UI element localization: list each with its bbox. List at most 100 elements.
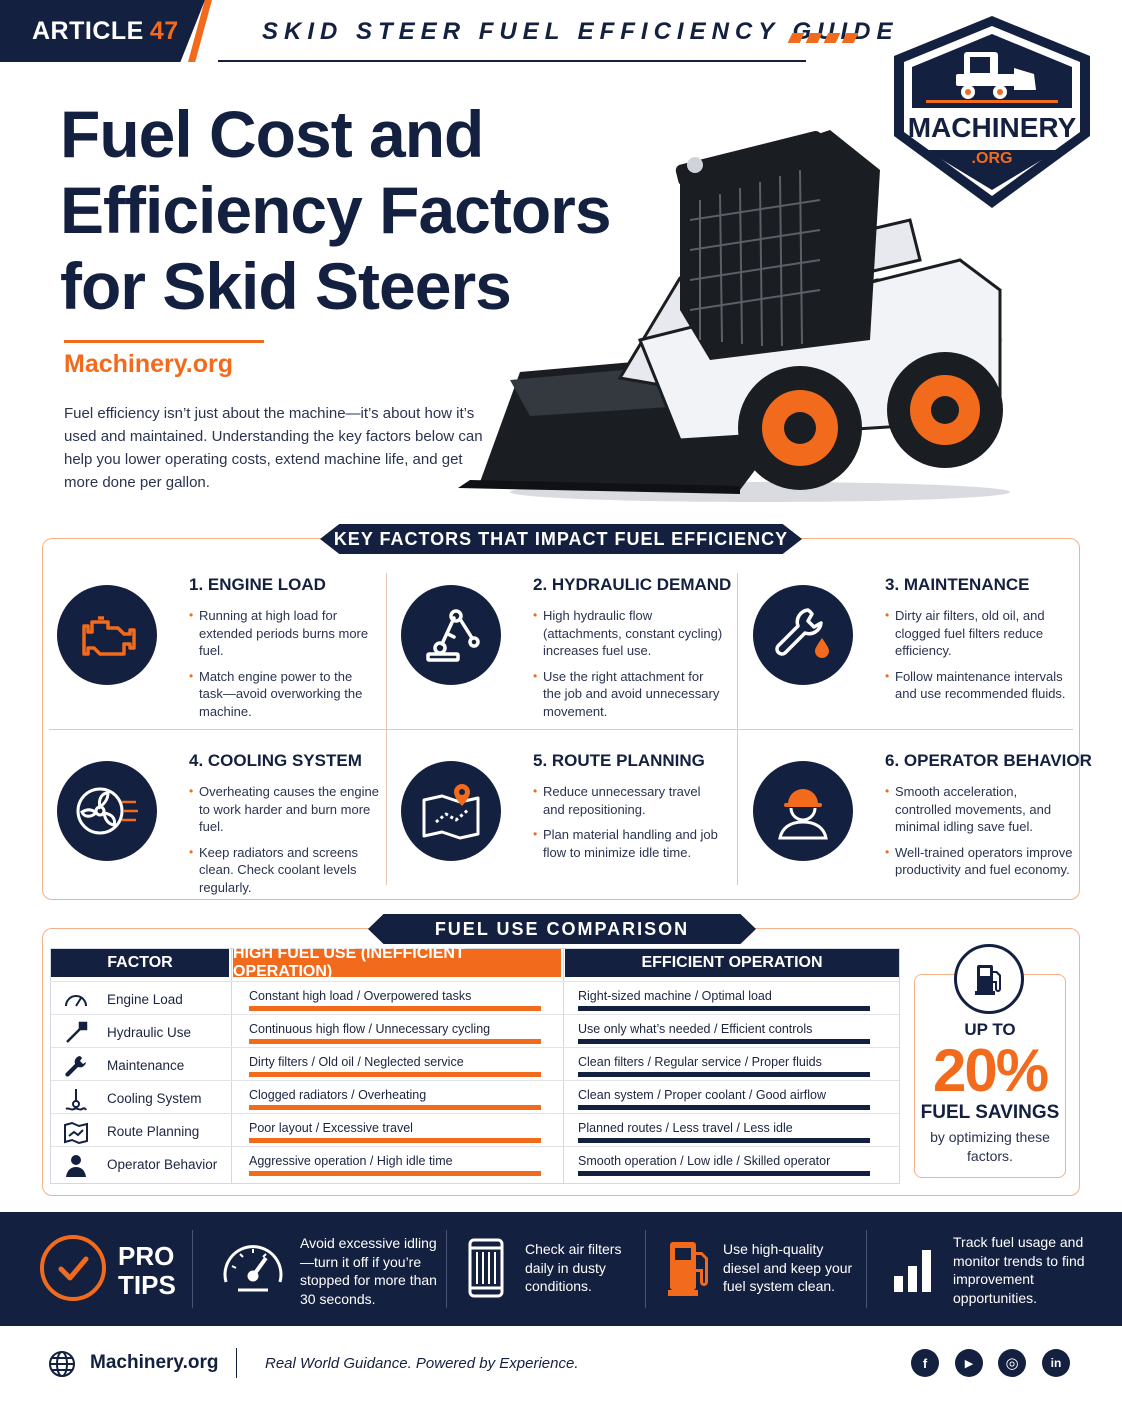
- row-high: Continuous high flow / Unnecessary cycli…: [249, 1022, 491, 1036]
- high-bar: [249, 1105, 541, 1110]
- linkedin-icon[interactable]: in: [1042, 1349, 1070, 1377]
- machinery-logo-icon: [894, 16, 1090, 208]
- factor-point: Reduce unnecessary travel and reposition…: [533, 783, 723, 818]
- hydraulic-arm-icon: [401, 585, 501, 685]
- comparison-heading: FUEL USE COMPARISON: [368, 914, 756, 944]
- row-factor: Hydraulic Use: [107, 1025, 192, 1040]
- row-factor: Route Planning: [107, 1124, 200, 1139]
- row-efficient: Clean system / Proper coolant / Good air…: [578, 1088, 827, 1102]
- factor-title: 3. MAINTENANCE: [885, 575, 1030, 594]
- row-high: Clogged radiators / Overheating: [249, 1088, 427, 1102]
- factor-card: 2. HYDRAULIC DEMAND High hydraulic flow …: [387, 563, 731, 723]
- skid-steer-illustration-icon: [458, 130, 1010, 502]
- youtube-icon[interactable]: ▶: [955, 1349, 983, 1377]
- factor-title: 4. COOLING SYSTEM: [189, 751, 362, 770]
- factor-point: High hydraulic flow (attachments, consta…: [533, 607, 723, 660]
- factor-card: 1. ENGINE LOAD Running at high load for …: [43, 563, 383, 723]
- map-route-icon: [401, 761, 501, 861]
- tip-text: Use high-quality diesel and keep your fu…: [723, 1241, 853, 1294]
- pro-tips-line-2: TIPS: [118, 1270, 176, 1300]
- row-factor: Operator Behavior: [107, 1157, 218, 1172]
- footer-site-link[interactable]: Machinery.org: [90, 1352, 219, 1373]
- fuel-pump-icon: [954, 944, 1024, 1014]
- row-efficient: Right-sized machine / Optimal load: [578, 989, 772, 1003]
- column-header-high-fuel: HIGH FUEL USE (INEFFICIENT OPERATION): [233, 945, 561, 980]
- engine-icon: [57, 585, 157, 685]
- factor-card: 6. OPERATOR BEHAVIOR Smooth acceleration…: [739, 739, 1092, 899]
- high-bar: [249, 1039, 541, 1044]
- row-efficient: Clean filters / Regular service / Proper…: [578, 1055, 822, 1069]
- factor-card: 5. ROUTE PLANNING Reduce unnecessary tra…: [387, 739, 727, 899]
- factor-point: Use the right attachment for the job and…: [533, 668, 723, 721]
- high-bar: [249, 1138, 541, 1143]
- guide-dashes-accent: [787, 33, 859, 43]
- globe-icon: [49, 1351, 75, 1377]
- factor-divider: [49, 729, 1073, 730]
- wrench-drop-icon: [753, 585, 853, 685]
- title-line-1: Fuel Cost and: [60, 97, 484, 171]
- tip-text: Avoid excessive idling—turn it off if yo…: [300, 1235, 437, 1307]
- title-line-2: Efficiency Factors: [60, 173, 612, 247]
- factor-point: Keep radiators and screens clean. Check …: [189, 844, 379, 897]
- facebook-icon[interactable]: f: [911, 1349, 939, 1377]
- hydraulic-icon: [66, 1021, 88, 1043]
- route-icon: [64, 1121, 88, 1145]
- factor-point: Dirty air filters, old oil, and clogged …: [885, 607, 1075, 660]
- tip-text: Check air filters daily in dusty conditi…: [525, 1241, 622, 1294]
- efficient-bar: [578, 1105, 870, 1110]
- factor-title: 1. ENGINE LOAD: [189, 575, 326, 594]
- table-row: Operator Behavior Aggressive operation /…: [51, 1146, 899, 1179]
- column-header-efficient: EFFICIENT OPERATION: [565, 949, 899, 977]
- coolant-icon: [65, 1089, 87, 1111]
- column-divider: [563, 949, 564, 1183]
- row-efficient: Use only what’s needed / Efficient contr…: [578, 1022, 813, 1036]
- footer-tagline: Real World Guidance. Powered by Experien…: [265, 1355, 579, 1372]
- tip-divider: [645, 1230, 646, 1308]
- fan-icon: [57, 761, 157, 861]
- key-factors-heading: KEY FACTORS THAT IMPACT FUEL EFFICIENCY: [320, 524, 802, 554]
- factor-point: Smooth acceleration, controlled movement…: [885, 783, 1075, 836]
- site-name: Machinery.org: [64, 350, 234, 378]
- pro-tips-line-1: PRO: [118, 1241, 175, 1271]
- efficient-bar: [578, 1171, 870, 1176]
- efficient-bar: [578, 1006, 870, 1011]
- air-filter-icon: [468, 1238, 504, 1298]
- efficient-bar: [578, 1138, 870, 1143]
- article-label: ARTICLE: [32, 16, 144, 45]
- row-efficient: Smooth operation / Low idle / Skilled op…: [578, 1154, 831, 1168]
- person-icon: [66, 1155, 86, 1177]
- table-row: Engine Load Constant high load / Overpow…: [51, 981, 899, 1014]
- row-high: Poor layout / Excessive travel: [249, 1121, 413, 1135]
- row-high: Aggressive operation / High idle time: [249, 1154, 453, 1168]
- row-efficient: Planned routes / Less travel / Less idle: [578, 1121, 793, 1135]
- title-line-3: for Skid Steers: [60, 249, 512, 323]
- bar-chart-icon: [894, 1250, 931, 1292]
- pro-tips-title: PRO TIPS: [118, 1242, 176, 1300]
- article-number: 47: [149, 16, 179, 45]
- gauge-icon: [65, 995, 87, 1007]
- operator-icon: [753, 761, 853, 861]
- key-factors-panel: 1. ENGINE LOAD Running at high load for …: [42, 538, 1092, 900]
- row-factor: Maintenance: [107, 1058, 185, 1073]
- table-row: Hydraulic Use Continuous high flow / Unn…: [51, 1014, 899, 1047]
- efficient-bar: [578, 1072, 870, 1077]
- factor-title: 5. ROUTE PLANNING: [533, 751, 705, 770]
- logo-suffix: .ORG: [971, 150, 1013, 167]
- factor-point: Plan material handling and job flow to m…: [533, 826, 723, 861]
- factor-point: Overheating causes the engine to work ha…: [189, 783, 379, 836]
- row-factor: Engine Load: [107, 992, 183, 1007]
- factor-point: Match engine power to the task—avoid ove…: [189, 668, 379, 721]
- column-divider: [231, 949, 232, 1183]
- table-row: Cooling System Clogged radiators / Overh…: [51, 1080, 899, 1113]
- speedometer-icon: [223, 1245, 283, 1292]
- pro-tips-band: [0, 1212, 1122, 1326]
- intro-paragraph: Fuel efficiency isn’t just about the mac…: [64, 405, 483, 491]
- comparison-table: FACTOR HIGH FUEL USE (INEFFICIENT OPERAT…: [50, 945, 900, 1184]
- factor-point: Running at high load for extended period…: [189, 607, 379, 660]
- row-factor: Cooling System: [107, 1091, 202, 1106]
- table-row: Maintenance Dirty filters / Old oil / Ne…: [51, 1047, 899, 1080]
- title-rule: [64, 340, 264, 343]
- savings-label: FUEL SAVINGS: [920, 1102, 1060, 1123]
- article-tag: ARTICLE 47: [0, 0, 205, 62]
- instagram-icon[interactable]: ◎: [998, 1349, 1026, 1377]
